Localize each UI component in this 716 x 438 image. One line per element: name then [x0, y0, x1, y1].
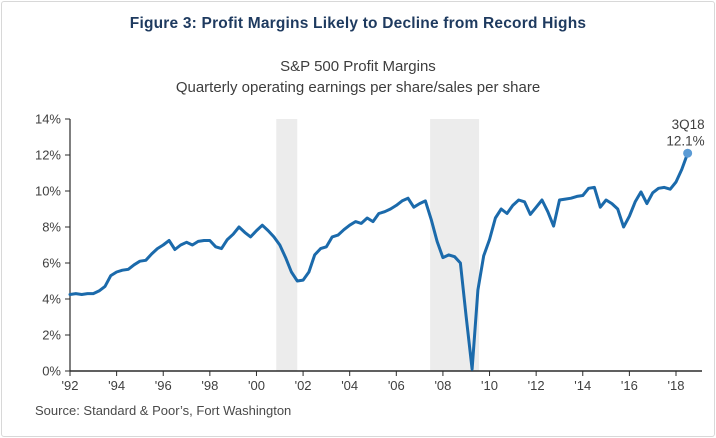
profit-margin-line	[68, 151, 690, 371]
x-tick-label: '18	[668, 378, 685, 393]
endpoint-annotation: 12.1%	[666, 134, 704, 149]
y-tick-label: 6%	[42, 256, 61, 271]
chart-title: S&P 500 Profit Margins	[280, 58, 436, 75]
x-tick-label: '14	[574, 378, 591, 393]
endpoint-marker	[683, 148, 693, 158]
recession-band	[276, 119, 298, 371]
x-tick-label: '12	[528, 378, 545, 393]
x-tick-label: '16	[621, 378, 638, 393]
y-tick-label: 10%	[35, 184, 61, 199]
y-tick-label: 2%	[42, 328, 61, 343]
chart-subtitle: Quarterly operating earnings per share/s…	[175, 79, 541, 96]
x-tick-label: '08	[434, 378, 451, 393]
y-tick-label: 8%	[42, 220, 61, 235]
x-tick-label: '06	[388, 378, 405, 393]
source-note: Source: Standard & Poor’s, Fort Washingt…	[35, 403, 292, 418]
x-tick-label: '94	[108, 378, 125, 393]
x-tick-label: '98	[201, 378, 218, 393]
x-tick-label: '96	[155, 378, 172, 393]
x-tick-label: '00	[248, 378, 265, 393]
figure-title: Figure 3: Profit Margins Likely to Decli…	[129, 15, 587, 32]
x-tick-label: '92	[62, 378, 79, 393]
line-chart: 0% 2% 4% 6% 8% 10% 12% 14% '92 '94 '96 '98 '00 '02 '04…	[35, 112, 705, 394]
y-tick-label: 0%	[42, 364, 61, 379]
x-tick-label: '10	[481, 378, 498, 393]
endpoint-annotation: 3Q18	[672, 117, 705, 132]
y-tick-label: 12%	[35, 148, 61, 163]
x-tick-label: '04	[341, 378, 358, 393]
y-tick-label: 14%	[35, 112, 61, 127]
y-tick-label: 4%	[42, 292, 61, 307]
x-tick-label: '02	[295, 378, 312, 393]
